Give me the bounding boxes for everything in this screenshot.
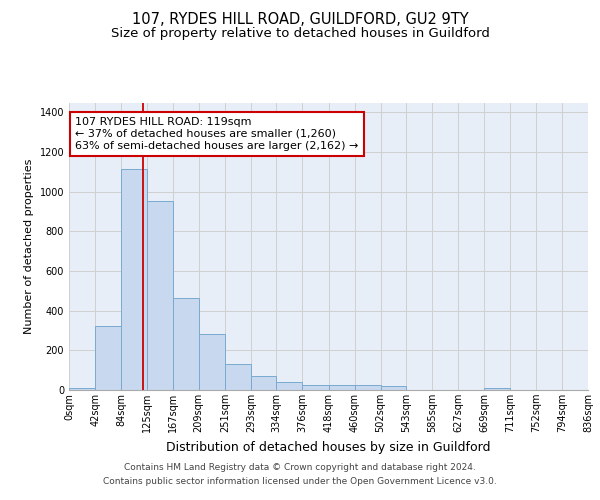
Text: Size of property relative to detached houses in Guildford: Size of property relative to detached ho… xyxy=(110,28,490,40)
Bar xyxy=(121,169,146,390)
Bar xyxy=(355,385,380,390)
Bar xyxy=(380,386,406,390)
X-axis label: Distribution of detached houses by size in Guildford: Distribution of detached houses by size … xyxy=(166,440,491,454)
Y-axis label: Number of detached properties: Number of detached properties xyxy=(24,158,34,334)
Bar xyxy=(302,385,329,390)
Bar xyxy=(95,326,121,390)
Text: 107 RYDES HILL ROAD: 119sqm
← 37% of detached houses are smaller (1,260)
63% of : 107 RYDES HILL ROAD: 119sqm ← 37% of det… xyxy=(75,118,359,150)
Bar xyxy=(251,376,277,390)
Text: Contains public sector information licensed under the Open Government Licence v3: Contains public sector information licen… xyxy=(103,477,497,486)
Bar xyxy=(69,388,95,390)
Bar xyxy=(146,200,173,390)
Text: Contains HM Land Registry data © Crown copyright and database right 2024.: Contains HM Land Registry data © Crown c… xyxy=(124,464,476,472)
Bar xyxy=(225,364,251,390)
Bar xyxy=(173,298,199,390)
Bar xyxy=(199,334,225,390)
Bar xyxy=(329,384,355,390)
Bar xyxy=(484,388,511,390)
Text: 107, RYDES HILL ROAD, GUILDFORD, GU2 9TY: 107, RYDES HILL ROAD, GUILDFORD, GU2 9TY xyxy=(131,12,469,28)
Bar xyxy=(277,382,302,390)
